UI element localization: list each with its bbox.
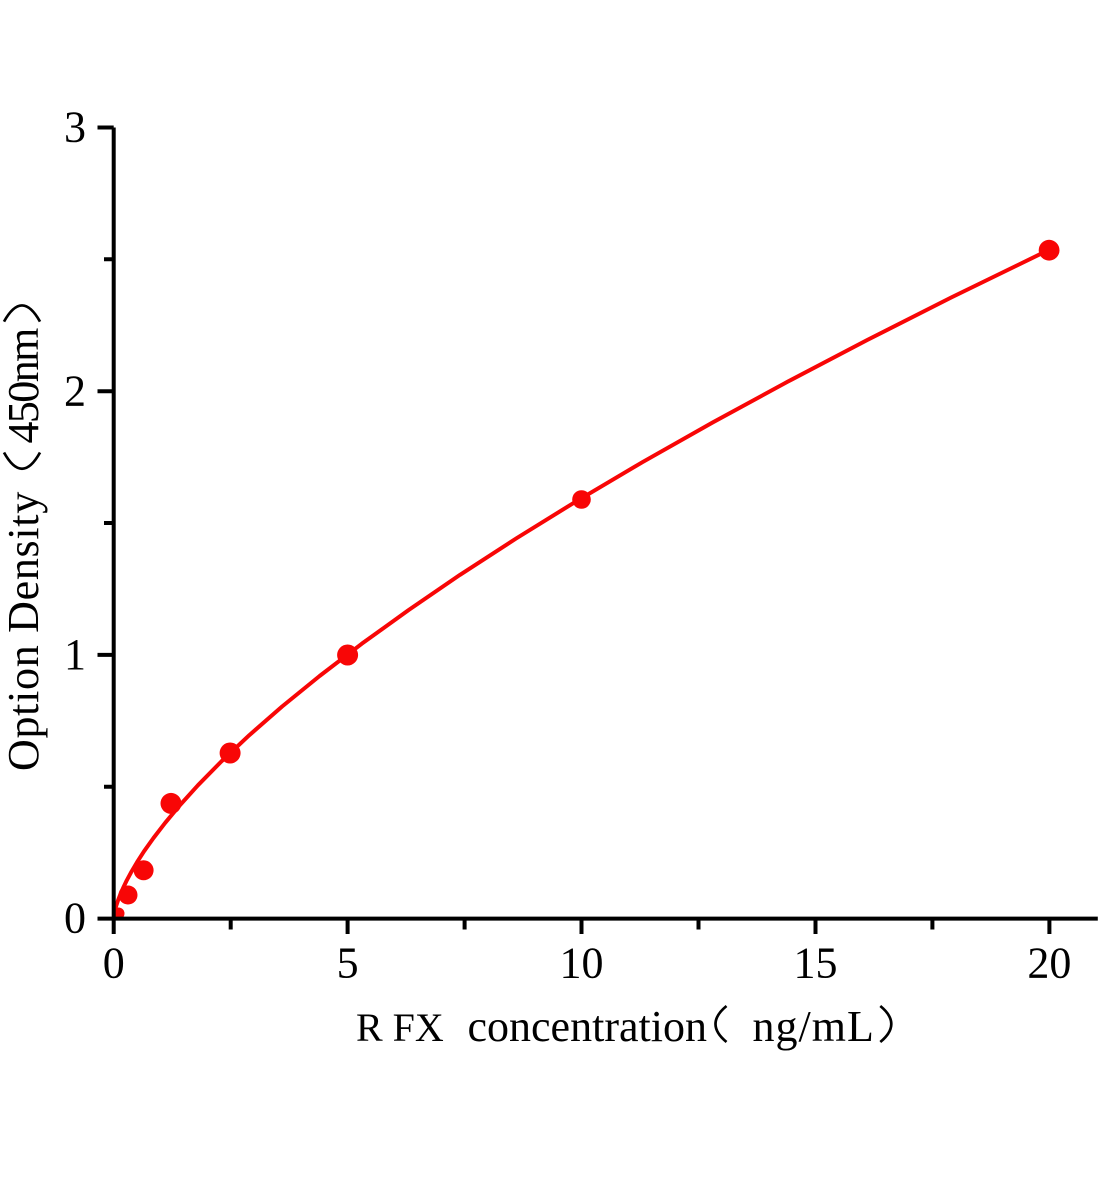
svg-text:20: 20 (1027, 939, 1071, 988)
svg-text:10: 10 (560, 939, 604, 988)
svg-text:2: 2 (64, 366, 86, 415)
svg-text:5: 5 (337, 939, 359, 988)
svg-text:ng/mL: ng/mL (753, 1002, 875, 1051)
svg-text:Option Density: Option Density (0, 491, 48, 771)
svg-text:3: 3 (64, 103, 86, 152)
svg-text:1: 1 (64, 630, 86, 679)
svg-text:0: 0 (103, 939, 125, 988)
svg-text:450nm: 450nm (0, 328, 48, 444)
svg-text:15: 15 (794, 939, 838, 988)
svg-text:0: 0 (64, 894, 86, 943)
svg-text:R FX: R FX (356, 1005, 444, 1050)
svg-text:concentration: concentration (468, 1002, 707, 1051)
